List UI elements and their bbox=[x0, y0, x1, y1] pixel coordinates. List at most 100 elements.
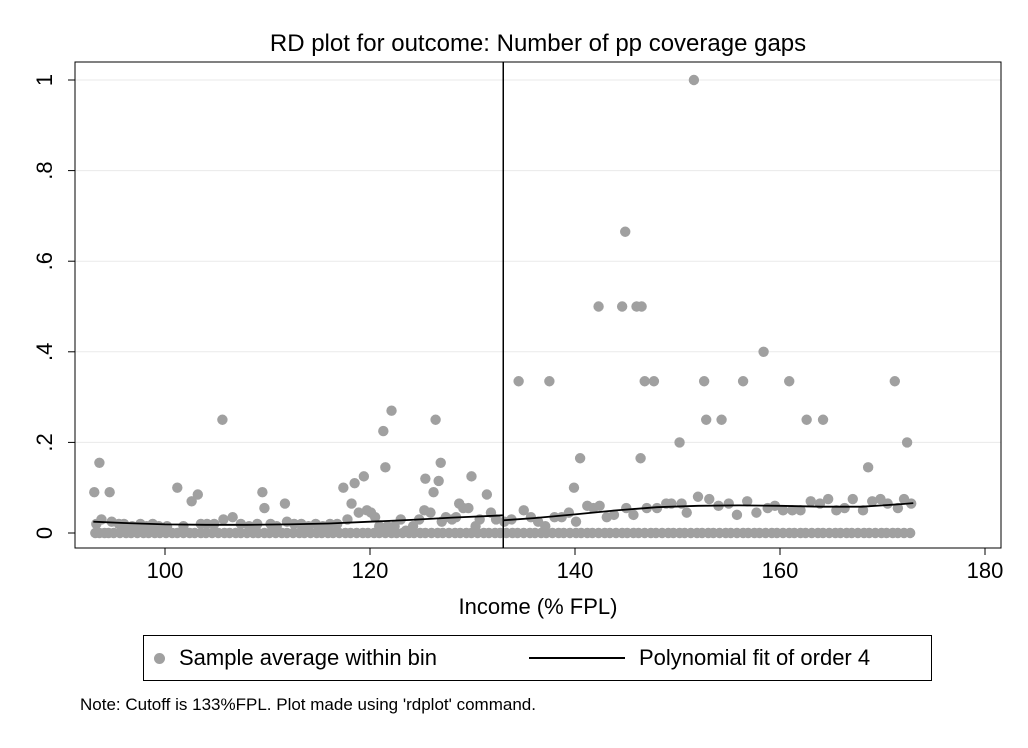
scatter-point bbox=[594, 500, 605, 512]
scatter-point bbox=[698, 376, 710, 387]
scatter-point bbox=[822, 493, 834, 505]
scatter-point bbox=[89, 487, 100, 498]
y-tick-label: .6 bbox=[32, 252, 57, 270]
scatter-point bbox=[831, 505, 842, 516]
scatter-point bbox=[692, 491, 704, 502]
scatter-point bbox=[353, 507, 364, 518]
x-tick-label: 140 bbox=[557, 558, 594, 583]
scatter-point bbox=[435, 457, 446, 468]
fit-line-left bbox=[93, 514, 504, 526]
scatter-point bbox=[889, 376, 900, 387]
scatter-point bbox=[862, 462, 874, 473]
scatter-point bbox=[433, 475, 444, 487]
scatter-point bbox=[817, 414, 829, 425]
scatter-point bbox=[636, 301, 647, 312]
scatter-point bbox=[490, 514, 502, 525]
scatter-point bbox=[378, 425, 389, 437]
scatter-point bbox=[518, 505, 529, 516]
x-tick-label: 180 bbox=[967, 558, 1004, 583]
scatter-point bbox=[570, 516, 582, 527]
scatter-point bbox=[857, 505, 869, 516]
scatter-point bbox=[723, 498, 734, 509]
scatter-point bbox=[374, 521, 385, 532]
scatter-point bbox=[674, 437, 685, 448]
scatter-point bbox=[94, 457, 105, 468]
scatter-point bbox=[620, 226, 631, 237]
scatter-point bbox=[608, 509, 620, 521]
legend-item-scatter: Sample average within bin bbox=[154, 636, 437, 680]
scatter-point bbox=[420, 473, 431, 484]
scatter-point bbox=[563, 507, 575, 518]
scatter-point bbox=[639, 376, 650, 387]
scatter-point bbox=[731, 509, 743, 521]
scatter-point bbox=[104, 487, 115, 498]
scatter-point bbox=[349, 477, 360, 489]
scatter-point bbox=[648, 376, 660, 387]
scatter-point bbox=[635, 453, 646, 464]
x-axis-label: Income (% FPL) bbox=[459, 594, 618, 619]
scatter-point bbox=[346, 498, 357, 509]
scatter-point bbox=[380, 462, 391, 473]
x-tick-label: 160 bbox=[762, 558, 799, 583]
scatter-point bbox=[481, 489, 493, 500]
scatter-point bbox=[701, 414, 712, 425]
scatter-point bbox=[795, 505, 806, 516]
footnote: Note: Cutoff is 133%FPL. Plot made using… bbox=[80, 695, 536, 714]
gridlines bbox=[75, 79, 1001, 443]
scatter-point bbox=[758, 346, 769, 357]
scatter-point bbox=[382, 521, 393, 532]
scatter-point bbox=[787, 505, 798, 516]
scatter-point bbox=[628, 509, 639, 521]
scatter-point bbox=[395, 514, 406, 525]
scatter-point bbox=[192, 489, 203, 500]
scatter-point bbox=[704, 493, 715, 505]
scatter-point bbox=[540, 521, 551, 532]
y-tick-label: .2 bbox=[32, 433, 57, 451]
scatter-point bbox=[742, 496, 753, 507]
legend-scatter-label: Sample average within bin bbox=[179, 645, 438, 670]
scatter-point bbox=[751, 507, 762, 518]
scatter-point bbox=[904, 527, 916, 539]
scatter-point bbox=[737, 376, 749, 387]
scatter-point bbox=[118, 518, 130, 530]
scatter-point bbox=[430, 414, 441, 425]
scatter-point bbox=[271, 521, 282, 532]
scatter-point bbox=[186, 496, 197, 507]
scatter-point bbox=[358, 471, 370, 482]
scatter-point bbox=[466, 471, 477, 482]
y-axis: 0 .2 .4 .6 .8 1 bbox=[32, 74, 75, 539]
y-tick-label: 1 bbox=[32, 74, 57, 86]
scatter-point bbox=[513, 376, 524, 387]
scatter-point bbox=[178, 521, 189, 532]
scatter-marker-icon bbox=[154, 652, 165, 664]
y-tick-label: .4 bbox=[32, 343, 57, 361]
scatter-point bbox=[839, 502, 850, 514]
x-tick-label: 100 bbox=[147, 558, 184, 583]
scatter-point bbox=[716, 414, 727, 425]
scatter-point bbox=[463, 502, 474, 514]
plot-area-frame bbox=[74, 61, 1002, 549]
scatter-point bbox=[784, 376, 795, 387]
line-marker-icon bbox=[529, 657, 625, 659]
scatter-point bbox=[172, 482, 183, 493]
scatter-point bbox=[389, 521, 400, 532]
scatter-point bbox=[801, 414, 812, 425]
fit-lines bbox=[93, 502, 914, 526]
x-axis: 100 120 140 160 180 bbox=[147, 548, 1004, 583]
scatter-point bbox=[338, 482, 349, 493]
legend-fit-label: Polynomial fit of order 4 bbox=[639, 645, 871, 670]
scatter-point bbox=[867, 496, 878, 507]
scatter-point bbox=[243, 521, 255, 532]
scatter-point bbox=[681, 507, 692, 518]
y-tick-label: .8 bbox=[32, 161, 57, 179]
scatter-point bbox=[892, 502, 904, 514]
scatter-point bbox=[257, 487, 268, 498]
scatter-point bbox=[574, 453, 586, 464]
chart-title: RD plot for outcome: Number of pp covera… bbox=[269, 30, 807, 57]
scatter-point bbox=[901, 437, 913, 448]
scatter-point bbox=[688, 74, 700, 86]
scatter-point bbox=[227, 511, 238, 523]
scatter-point bbox=[259, 502, 270, 514]
scatter-point bbox=[616, 301, 628, 312]
scatter-point bbox=[805, 496, 816, 507]
